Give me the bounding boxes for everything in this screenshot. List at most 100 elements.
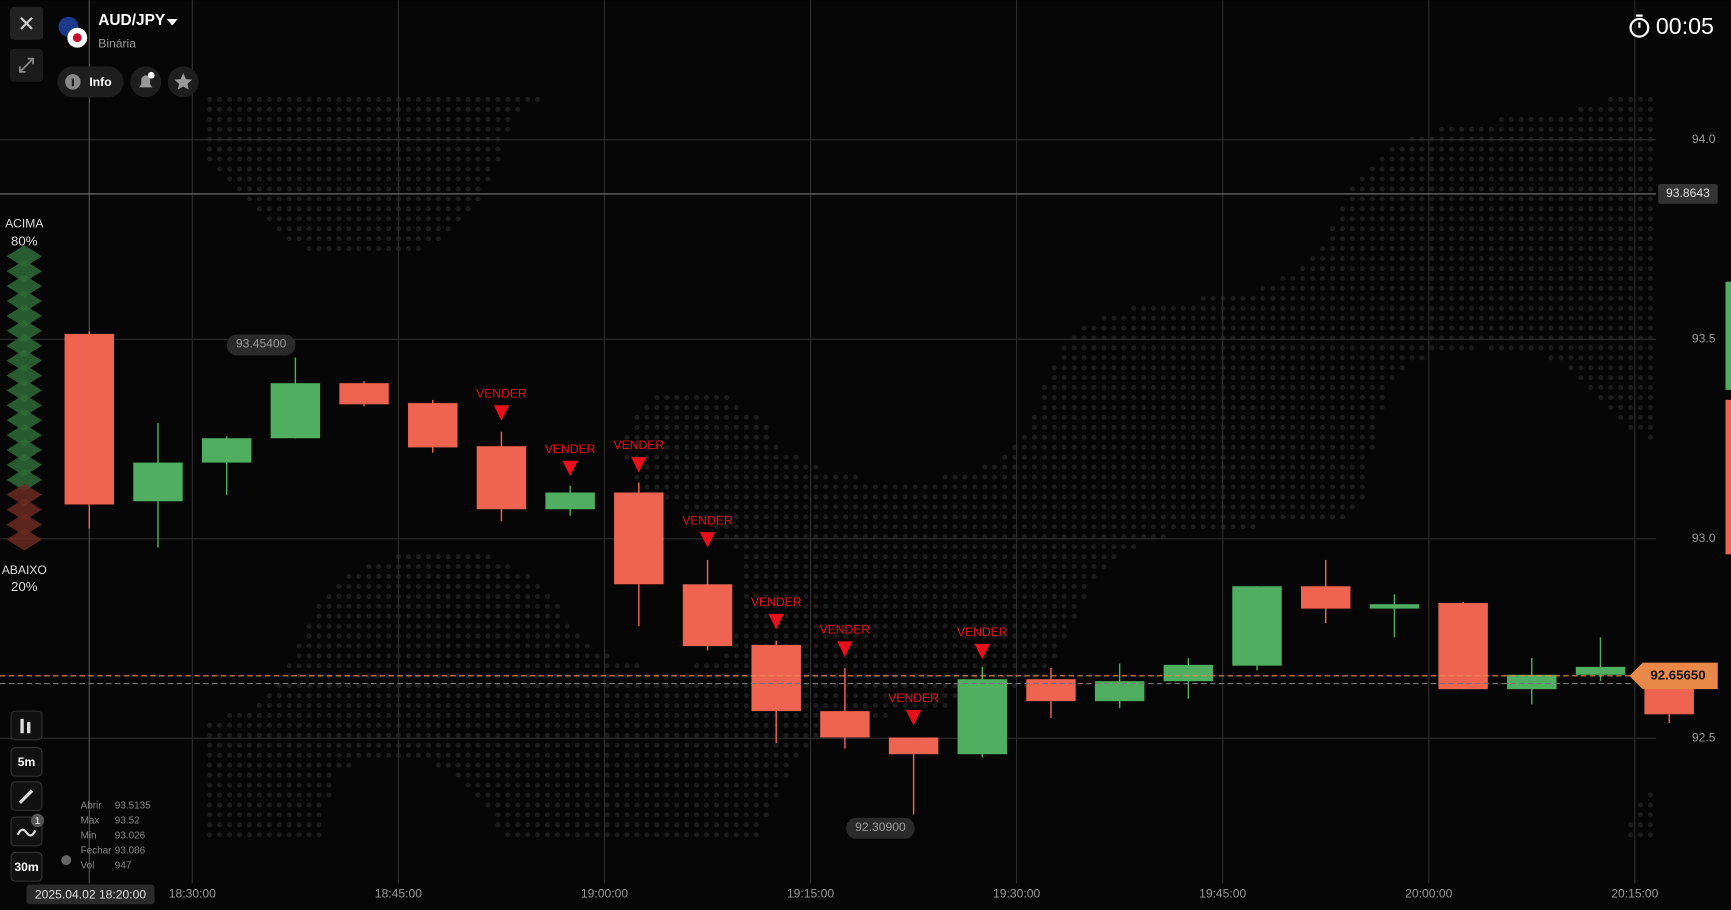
map-dot — [783, 633, 789, 639]
candle-body — [1438, 603, 1488, 690]
map-dot — [823, 494, 829, 500]
map-dot — [584, 663, 590, 669]
map-dot — [723, 653, 729, 659]
map-dot — [753, 524, 759, 530]
map-dot — [306, 653, 312, 659]
map-dot — [1041, 474, 1047, 480]
map-dot — [306, 703, 312, 709]
map-dot — [1250, 325, 1256, 331]
map-dot — [664, 762, 670, 768]
map-dot — [743, 762, 749, 768]
candle-body — [64, 333, 115, 505]
map-dot — [1041, 534, 1047, 540]
map-dot — [1170, 434, 1177, 440]
map-dot — [1379, 265, 1385, 271]
map-dot — [306, 742, 312, 748]
symbol[interactable]: AUD/JPY — [98, 12, 166, 29]
map-dot — [783, 742, 789, 748]
map-dot — [1170, 395, 1177, 401]
map-dot — [316, 156, 322, 162]
help-icon[interactable] — [61, 855, 72, 866]
map-dot — [684, 712, 690, 719]
map-dot — [664, 494, 670, 500]
map-dot — [763, 752, 769, 758]
map-dot — [1647, 792, 1653, 798]
map-dot — [664, 742, 670, 748]
map-dot — [1359, 216, 1365, 222]
map-dot — [1091, 504, 1097, 510]
map-dot — [256, 703, 262, 709]
map-dot — [296, 693, 302, 699]
map-dot — [1151, 534, 1157, 540]
map-dot — [207, 742, 213, 748]
symbol-dropdown[interactable] — [166, 18, 178, 26]
map-dot — [644, 424, 650, 430]
map-dot — [1439, 315, 1445, 321]
map-dot — [405, 206, 412, 212]
map-dot — [1429, 236, 1435, 242]
map-dot — [922, 583, 928, 589]
map-dot — [445, 176, 451, 182]
map-dot — [1628, 355, 1634, 361]
map-dot — [982, 623, 988, 629]
map-dot — [1538, 315, 1544, 321]
map-dot — [1111, 474, 1117, 480]
map-dot — [455, 216, 461, 222]
map-dot — [545, 822, 551, 828]
map-dot — [435, 126, 441, 132]
map-dot — [1548, 285, 1554, 291]
map-dot — [1290, 285, 1296, 291]
map-dot — [1419, 236, 1425, 242]
map-dot — [1280, 295, 1286, 301]
map-dot — [1002, 474, 1008, 480]
map-dot — [376, 573, 382, 579]
map-dot — [276, 703, 282, 709]
map-dot — [1230, 474, 1236, 480]
map-dot — [1349, 484, 1355, 490]
map-dot — [773, 563, 779, 570]
zoom-button[interactable] — [10, 851, 43, 882]
map-dot — [634, 414, 640, 421]
map-dot — [882, 554, 888, 560]
timeframe-button[interactable] — [10, 746, 43, 777]
map-dot — [1260, 464, 1266, 470]
map-dot — [1180, 305, 1186, 311]
map-dot — [227, 712, 233, 719]
map-dot — [743, 424, 749, 430]
map-dot — [743, 832, 749, 838]
map-dot — [515, 712, 521, 719]
ohlc-label: Min — [81, 830, 97, 841]
map-dot — [376, 166, 382, 172]
map-dot — [823, 554, 829, 560]
map-dot — [694, 504, 700, 510]
map-dot — [1508, 345, 1514, 351]
map-dot — [564, 772, 570, 778]
map-dot — [1260, 295, 1266, 301]
map-dot — [1091, 454, 1097, 460]
map-dot — [1558, 176, 1564, 182]
info-button[interactable] — [57, 66, 124, 98]
map-dot — [256, 752, 262, 758]
map-dot — [753, 812, 759, 818]
map-dot — [326, 126, 332, 132]
map-dot — [1637, 404, 1644, 411]
map-dot — [1101, 395, 1107, 401]
map-dot — [1598, 216, 1604, 222]
map-dot — [694, 703, 700, 709]
map-dot — [505, 762, 511, 768]
map-dot — [217, 752, 223, 758]
map-dot — [684, 832, 690, 838]
map-dot — [1240, 514, 1246, 520]
map-dot — [1528, 275, 1534, 281]
map-dot — [346, 752, 352, 758]
map-dot — [1548, 246, 1554, 252]
map-dot — [763, 434, 769, 440]
map-dot — [336, 603, 342, 609]
map-dot — [227, 822, 233, 828]
chart-type-button[interactable] — [10, 710, 43, 741]
map-dot — [366, 623, 372, 629]
map-dot — [743, 563, 749, 570]
map-dot — [256, 196, 262, 202]
map-dot — [1290, 474, 1296, 480]
map-dot — [912, 693, 918, 699]
